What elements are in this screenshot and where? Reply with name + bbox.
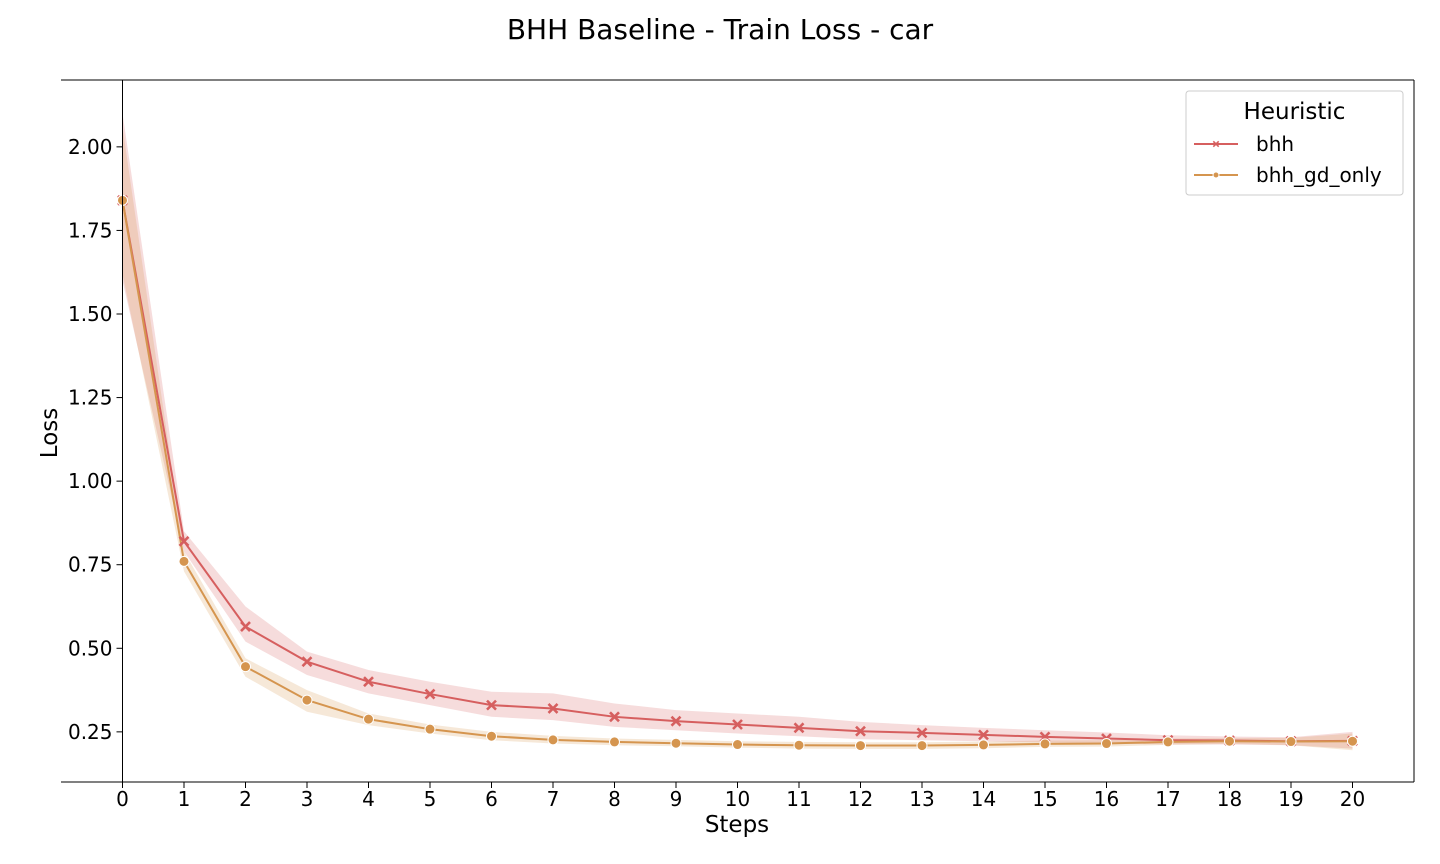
data-point-bhh-4 bbox=[363, 676, 374, 688]
legend-label-bhh: bhh bbox=[1256, 132, 1294, 156]
x-tick-label-4: 4 bbox=[362, 787, 375, 811]
x-tick-label-16: 16 bbox=[1094, 787, 1119, 811]
x-tick-label-14: 14 bbox=[971, 787, 996, 811]
legend-marker-bhh_gd_only bbox=[1212, 171, 1220, 179]
y-tick-label-0: 0.25 bbox=[68, 720, 113, 744]
y-tick-label-2: 0.75 bbox=[68, 553, 113, 577]
legend-marker-bhh bbox=[1212, 140, 1220, 148]
x-tick-label-3: 3 bbox=[301, 787, 314, 811]
ci-band-bhh bbox=[122, 113, 1353, 749]
data-point-bhh_gd_only-10 bbox=[732, 739, 743, 751]
x-tick-label-1: 1 bbox=[178, 787, 191, 811]
x-tick-label-10: 10 bbox=[725, 787, 750, 811]
x-tick-label-20: 20 bbox=[1340, 787, 1365, 811]
legend-box bbox=[1185, 90, 1404, 196]
data-point-bhh_gd_only-2 bbox=[240, 661, 251, 673]
data-point-bhh_gd_only-18 bbox=[1224, 735, 1235, 747]
y-tick-label-3: 1.00 bbox=[68, 469, 113, 493]
y-axis-title: Loss bbox=[37, 408, 63, 458]
x-tick-label-7: 7 bbox=[547, 787, 560, 811]
data-point-bhh-12 bbox=[855, 725, 866, 737]
data-point-bhh_gd_only-13 bbox=[916, 740, 928, 752]
x-tick-label-6: 6 bbox=[485, 787, 498, 811]
chart-title: BHH Baseline - Train Loss - car bbox=[507, 13, 934, 46]
data-point-bhh_gd_only-16 bbox=[1101, 738, 1112, 750]
y-tick-label-4: 1.25 bbox=[68, 386, 113, 410]
data-point-bhh-6 bbox=[486, 699, 497, 711]
data-point-bhh-9 bbox=[670, 715, 682, 727]
y-tick-label-1: 0.50 bbox=[68, 636, 113, 660]
data-point-bhh_gd_only-1 bbox=[178, 555, 190, 567]
legend-label-bhh_gd_only: bhh_gd_only bbox=[1256, 163, 1382, 187]
x-tick-label-15: 15 bbox=[1032, 787, 1057, 811]
data-point-bhh_gd_only-17 bbox=[1162, 736, 1174, 748]
x-tick-label-18: 18 bbox=[1217, 787, 1242, 811]
data-point-bhh-7 bbox=[547, 703, 559, 714]
data-point-bhh-5 bbox=[424, 688, 436, 700]
x-tick-label-0: 0 bbox=[116, 787, 129, 811]
data-point-bhh-10 bbox=[732, 719, 743, 730]
data-point-bhh_gd_only-6 bbox=[486, 730, 497, 742]
plot-area: 0 1 2 3 4 5 6 7 8 9 10 11 12 13 14 15 16 17 18 19 200.250.50… bbox=[61, 79, 1415, 811]
y-tick-label-6: 1.75 bbox=[68, 218, 113, 242]
data-point-bhh_gd_only-7 bbox=[547, 734, 559, 746]
data-point-bhh_gd_only-11 bbox=[793, 739, 805, 751]
data-point-bhh_gd_only-15 bbox=[1039, 738, 1051, 750]
x-tick-label-5: 5 bbox=[424, 787, 437, 811]
x-tick-label-17: 17 bbox=[1155, 787, 1180, 811]
data-point-bhh_gd_only-3 bbox=[301, 694, 313, 706]
data-point-bhh_gd_only-4 bbox=[363, 713, 374, 725]
data-point-bhh_gd_only-9 bbox=[670, 737, 682, 749]
data-point-bhh_gd_only-19 bbox=[1285, 736, 1297, 748]
data-point-bhh-13 bbox=[916, 727, 928, 739]
y-tick-label-5: 1.50 bbox=[68, 302, 113, 326]
x-tick-label-13: 13 bbox=[909, 787, 934, 811]
x-tick-label-19: 19 bbox=[1278, 787, 1303, 811]
x-tick-label-2: 2 bbox=[239, 787, 252, 811]
x-tick-label-11: 11 bbox=[786, 787, 811, 811]
data-point-bhh-14 bbox=[978, 729, 989, 741]
data-point-bhh_gd_only-14 bbox=[978, 739, 989, 751]
data-point-bhh_gd_only-12 bbox=[855, 740, 866, 752]
x-tick-label-8: 8 bbox=[608, 787, 621, 811]
data-point-bhh-8 bbox=[609, 711, 620, 723]
x-tick-label-12: 12 bbox=[848, 787, 873, 811]
legend-title: Heuristic bbox=[1244, 99, 1346, 125]
data-point-bhh-2 bbox=[240, 621, 251, 632]
data-point-bhh-11 bbox=[793, 722, 805, 734]
y-tick-label-7: 2.00 bbox=[68, 135, 113, 159]
data-point-bhh_gd_only-20 bbox=[1347, 735, 1358, 747]
x-axis-title: Steps bbox=[705, 812, 769, 838]
data-point-bhh-3 bbox=[301, 656, 313, 668]
x-tick-label-9: 9 bbox=[670, 787, 683, 811]
data-point-bhh_gd_only-8 bbox=[609, 736, 620, 748]
data-point-bhh_gd_only-5 bbox=[424, 723, 436, 735]
data-point-bhh-1 bbox=[178, 535, 190, 547]
legend: Heuristic bhh bhh_gd_only bbox=[1185, 90, 1404, 196]
